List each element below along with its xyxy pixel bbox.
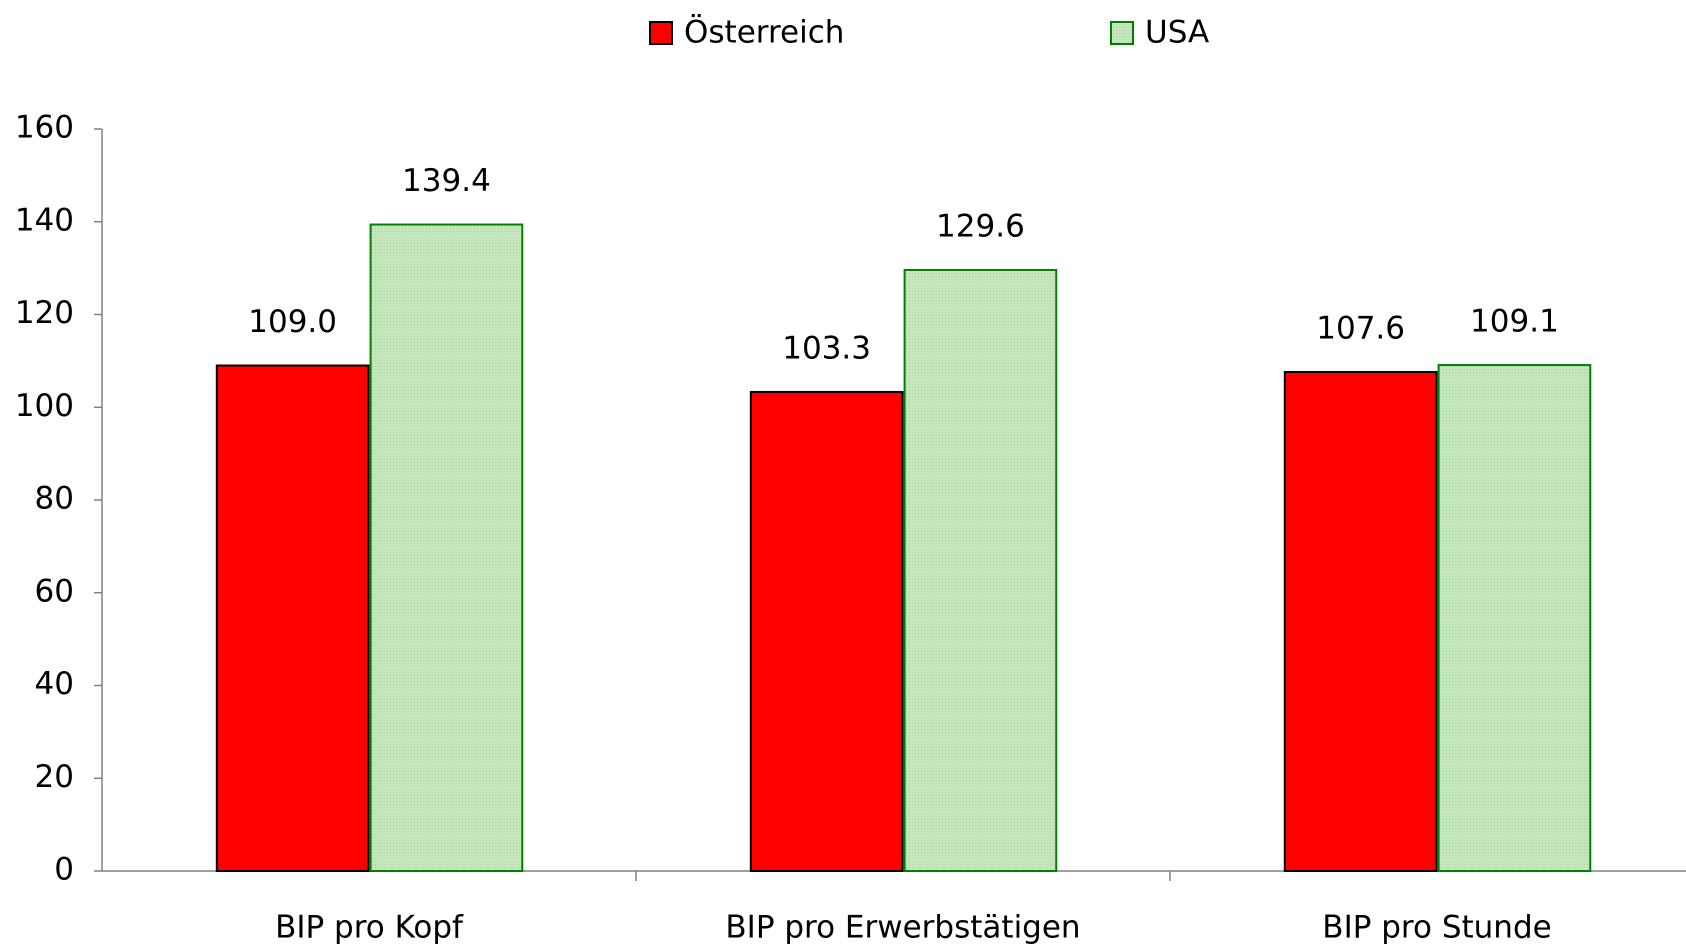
x-tick-label: BIP pro Stunde [1322, 910, 1551, 946]
legend-label: Österreich [684, 14, 844, 51]
legend-swatch [1110, 21, 1134, 45]
data-label: 107.6 [1316, 311, 1405, 347]
data-label: 109.0 [248, 304, 337, 340]
bar [1283, 371, 1438, 872]
y-tick-label: 80 [35, 481, 74, 517]
y-tick-label: 40 [35, 666, 74, 702]
y-tick-label: 140 [15, 202, 74, 238]
data-label: 103.3 [782, 330, 871, 366]
y-tick-label: 20 [35, 759, 74, 795]
data-label: 139.4 [402, 163, 491, 199]
bar [369, 223, 524, 873]
bar [903, 268, 1058, 873]
x-tick-label: BIP pro Erwerbstätigen [725, 910, 1080, 946]
y-tick-label: 0 [54, 852, 74, 888]
bar [749, 390, 904, 872]
y-tick-label: 120 [15, 295, 74, 331]
legend-swatch [649, 21, 673, 45]
y-tick-label: 60 [35, 573, 74, 609]
data-label: 129.6 [936, 208, 1025, 244]
bar [215, 364, 370, 872]
legend-label: USA [1145, 15, 1209, 51]
y-tick-label: 160 [15, 110, 74, 146]
x-tick-label: BIP pro Kopf [275, 910, 464, 946]
y-tick-label: 100 [15, 388, 74, 424]
bar [1437, 364, 1592, 872]
data-label: 109.1 [1470, 304, 1559, 340]
